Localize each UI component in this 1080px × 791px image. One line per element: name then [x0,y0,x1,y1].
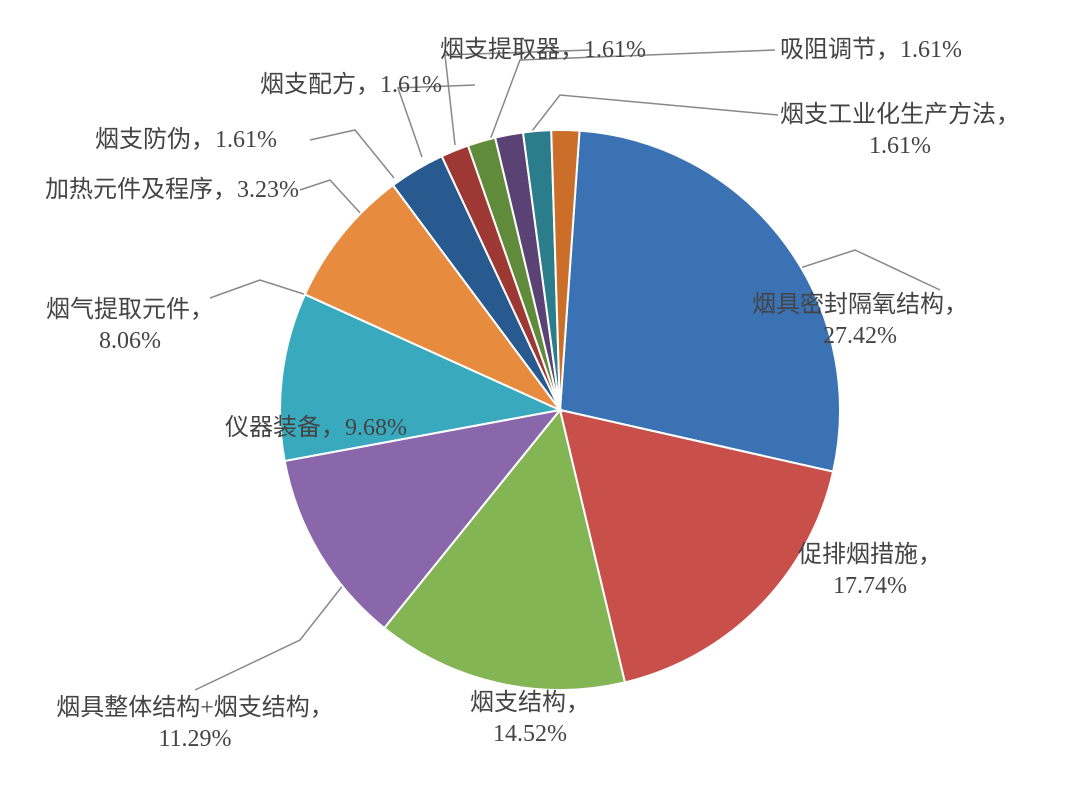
slice-label: 烟支工业化生产方法，1.61% [780,100,1020,162]
slice-label-percent: 1.61% [780,131,1020,162]
leader-line [300,180,362,215]
leader-line [310,130,394,178]
slice-label-name: 烟支工业化生产方法， [780,100,1020,131]
slice-label: 仪器装备，9.68% [225,413,407,444]
slice-label: 加热元件及程序，3.23% [45,175,299,206]
slice-label: 烟气提取元件，8.06% [46,295,214,357]
slice-label-percent: 14.52% [470,719,590,750]
leader-line [195,575,351,690]
slice-label: 烟支防伪，1.61% [95,125,277,156]
slice-label: 吸阻调节，1.61% [780,35,962,66]
slice-label-percent: 27.42% [752,321,968,352]
pie-chart-container: 烟具密封隔氧结构，27.42% 促排烟措施，17.74% 烟支结构，14.52% 烟具… [0,0,1080,791]
slice-label: 烟具整体结构+烟支结构，11.29% [56,693,334,755]
slice-label-percent: 8.06% [46,326,214,357]
slice-label: 烟支结构，14.52% [470,688,590,750]
leader-line [210,280,310,298]
slice-label: 烟支配方，1.61% [260,70,442,101]
slice-label-name: 烟气提取元件， [46,295,214,326]
slice-label: 促排烟措施，17.74% [798,540,942,602]
slice-label-name: 烟支结构， [470,688,590,719]
slice-label-name: 烟具整体结构+烟支结构， [56,693,334,724]
slice-label-percent: 11.29% [56,724,334,755]
slice-label-name: 烟具密封隔氧结构， [752,290,968,321]
slice-label: 烟具密封隔氧结构，27.42% [752,290,968,352]
slice-label: 烟支提取器，1.61% [440,35,646,66]
slice-label-name: 促排烟措施， [798,540,942,571]
slice-label-percent: 17.74% [798,571,942,602]
